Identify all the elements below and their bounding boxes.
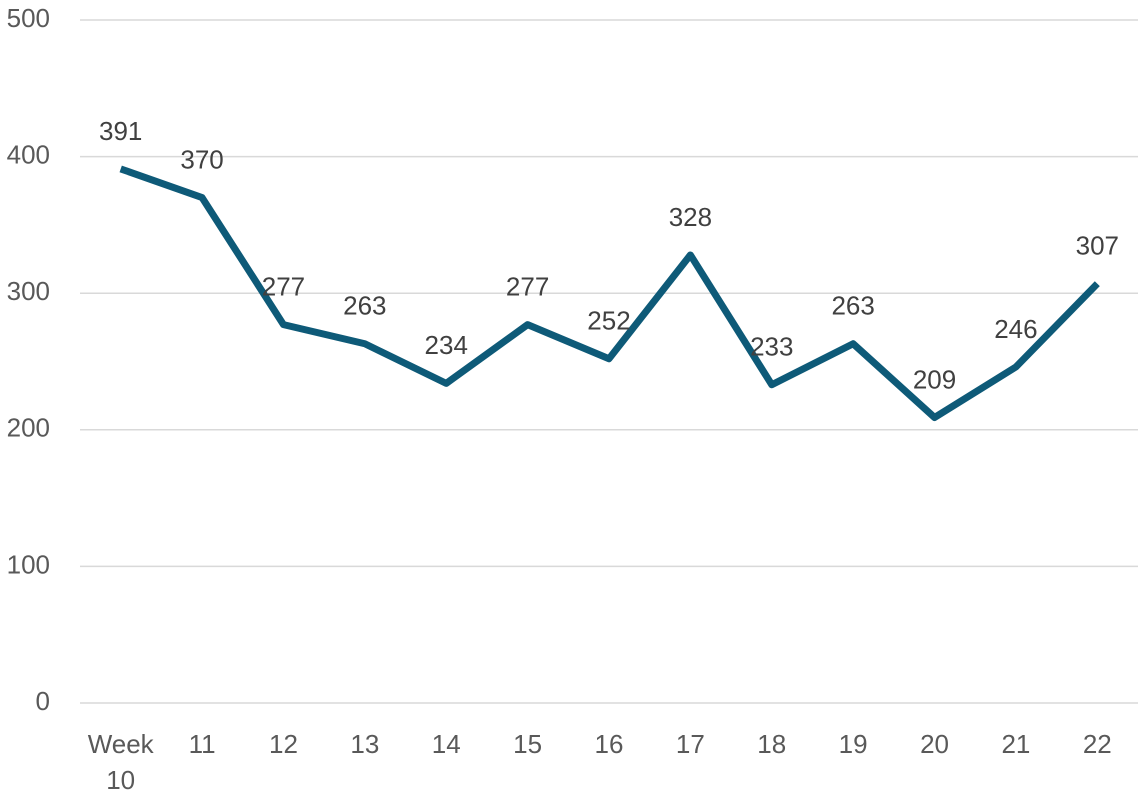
data-label: 370 — [180, 144, 223, 174]
data-label: 263 — [343, 291, 386, 321]
data-label: 246 — [994, 314, 1037, 344]
y-tick-label: 0 — [36, 686, 50, 716]
data-label: 263 — [831, 291, 874, 321]
x-tick-label: 20 — [920, 729, 949, 759]
x-tick-label: 11 — [188, 729, 216, 759]
data-label: 277 — [262, 271, 305, 301]
y-tick-label: 400 — [7, 139, 50, 169]
data-label: 252 — [587, 306, 630, 336]
x-tick-label: 18 — [757, 729, 787, 759]
y-tick-label: 500 — [7, 3, 50, 33]
y-tick-label: 300 — [7, 276, 50, 306]
x-tick-label: 15 — [513, 729, 543, 759]
data-label: 307 — [1076, 231, 1119, 261]
data-label: 233 — [750, 332, 793, 362]
x-tick-label: 13 — [350, 729, 380, 759]
data-label: 234 — [425, 330, 468, 360]
data-label: 277 — [506, 271, 549, 301]
x-tick-label: 12 — [268, 729, 298, 759]
line — [119, 165, 1100, 422]
y-tick-label: 200 — [7, 413, 50, 443]
data-label: 391 — [99, 116, 142, 146]
x-tick-label: 16 — [594, 729, 624, 759]
y-tick-label: 100 — [7, 549, 50, 579]
x-tick-label: 21 — [1001, 729, 1031, 759]
x-tick-label: 19 — [838, 729, 868, 759]
data-label: 209 — [913, 364, 956, 394]
data-label: 328 — [669, 202, 712, 232]
x-tick-label: 14 — [431, 729, 461, 759]
x-tick-label: 17 — [675, 729, 705, 759]
x-tick-label: 22 — [1082, 729, 1112, 759]
x-tick-label: Week 10 — [87, 729, 154, 795]
